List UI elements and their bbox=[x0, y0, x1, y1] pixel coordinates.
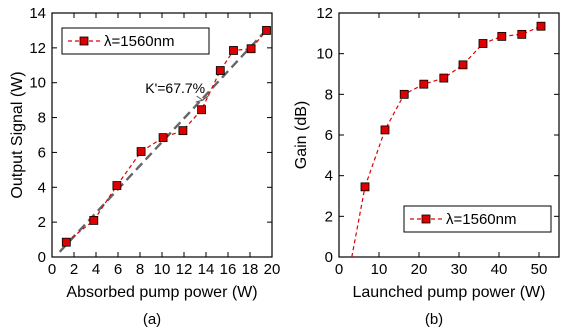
panel-a-label: (a) bbox=[143, 311, 161, 328]
data-point bbox=[158, 133, 168, 143]
x-tick-label: 0 bbox=[48, 261, 56, 278]
data-point bbox=[439, 73, 449, 83]
y-tick-label: 0 bbox=[325, 249, 333, 266]
data-point bbox=[136, 147, 146, 156]
x-tick-label: 40 bbox=[491, 261, 508, 278]
data-point bbox=[497, 31, 507, 41]
data-point bbox=[215, 66, 225, 75]
x-tick-label: 0 bbox=[335, 261, 343, 278]
x-tick-label: 8 bbox=[136, 261, 144, 278]
annotation-arrow bbox=[202, 94, 210, 101]
y-tick-label: 12 bbox=[316, 5, 333, 22]
x-tick-label: 18 bbox=[242, 261, 259, 278]
data-point bbox=[178, 126, 188, 136]
y-axis-title: Output Signal (W) bbox=[9, 71, 26, 198]
chart-panel-b: 0 10 20 30 40 50 0 2 4 6 8 10 12 Launched pump power … bbox=[293, 5, 560, 301]
legend-marker bbox=[421, 214, 431, 224]
data-point bbox=[197, 105, 207, 115]
data-point bbox=[262, 26, 271, 35]
series-line bbox=[65, 30, 267, 243]
y-tick-label: 4 bbox=[38, 179, 46, 196]
series-line bbox=[364, 25, 542, 187]
legend-marker bbox=[79, 36, 89, 46]
data-point bbox=[517, 29, 527, 39]
x-tick-label: 12 bbox=[176, 261, 193, 278]
x-axis-title: Launched pump power (W) bbox=[353, 284, 546, 301]
data-point bbox=[419, 79, 429, 89]
x-tick-label: 20 bbox=[411, 261, 428, 278]
data-point bbox=[61, 237, 71, 247]
x-tick-label: 2 bbox=[70, 261, 78, 278]
data-point bbox=[458, 60, 468, 70]
data-point bbox=[478, 39, 488, 48]
y-tick-label: 6 bbox=[325, 127, 333, 144]
x-tick-label: 16 bbox=[220, 261, 237, 278]
data-point bbox=[380, 125, 390, 135]
y-tick-label: 0 bbox=[38, 249, 46, 266]
x-tick-label: 20 bbox=[264, 261, 281, 278]
y-tick-label: 14 bbox=[29, 5, 46, 22]
y-tick-label: 2 bbox=[38, 214, 46, 231]
x-tick-label: 30 bbox=[451, 261, 468, 278]
data-point bbox=[112, 181, 122, 190]
extrapolation-line bbox=[351, 186, 366, 258]
legend-label: λ=1560nm bbox=[446, 211, 516, 228]
x-tick-label: 14 bbox=[198, 261, 215, 278]
x-tick-label: 4 bbox=[92, 261, 100, 278]
annotation-text: K'=67.7% bbox=[145, 80, 205, 96]
x-tick-label: 10 bbox=[371, 261, 388, 278]
y-tick-label: 8 bbox=[325, 86, 333, 103]
panel-b-label: (b) bbox=[425, 311, 443, 328]
x-axis-title: Absorbed pump power (W) bbox=[66, 284, 257, 301]
data-point bbox=[246, 44, 256, 54]
data-point bbox=[536, 21, 546, 31]
x-tick-label: 10 bbox=[154, 261, 171, 278]
y-tick-label: 10 bbox=[316, 46, 333, 63]
data-point bbox=[399, 89, 409, 99]
data-point bbox=[229, 46, 238, 55]
y-tick-label: 4 bbox=[325, 168, 333, 185]
x-tick-label: 50 bbox=[531, 261, 548, 278]
data-point bbox=[89, 215, 99, 225]
y-tick-label: 6 bbox=[38, 144, 46, 161]
x-tick-label: 6 bbox=[114, 261, 122, 278]
data-point bbox=[360, 182, 370, 192]
y-tick-label: 12 bbox=[29, 40, 46, 57]
fit-line bbox=[58, 27, 269, 253]
y-axis-title: Gain (dB) bbox=[293, 101, 310, 169]
legend-label: λ=1560nm bbox=[104, 33, 174, 50]
y-tick-label: 8 bbox=[38, 110, 46, 127]
annotation-arrow-head bbox=[195, 95, 204, 103]
y-tick-label: 10 bbox=[29, 75, 46, 92]
y-tick-label: 2 bbox=[325, 208, 333, 225]
